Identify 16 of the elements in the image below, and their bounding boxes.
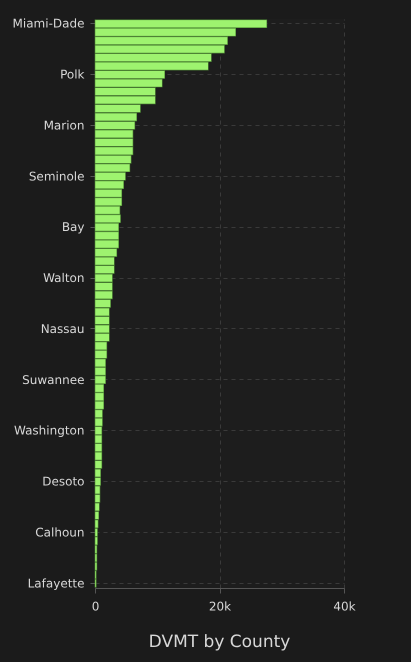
y-tick-label: Nassau	[40, 322, 84, 336]
x-tick-label: 0	[92, 600, 100, 614]
y-tick-label: Calhoun	[35, 525, 84, 540]
y-tick-label: Marion	[44, 118, 84, 132]
y-tick-label: Lafayette	[28, 576, 84, 590]
y-tick-label: Polk	[60, 68, 85, 82]
text: DVMT by County	[148, 632, 290, 652]
y-tick-label: Miami-Dade	[12, 16, 84, 31]
y-tick-label: Washington	[14, 424, 84, 438]
y-tick-label: Suwannee	[22, 372, 84, 387]
x-tick-label: 40k	[333, 600, 356, 614]
y-tick-label: Bay	[62, 220, 84, 234]
y-tick-label: Walton	[43, 271, 84, 286]
x-tick-label: 20k	[208, 600, 232, 614]
y-tick-label: Desoto	[42, 474, 84, 489]
y-tick-label: Seminole	[28, 169, 84, 184]
